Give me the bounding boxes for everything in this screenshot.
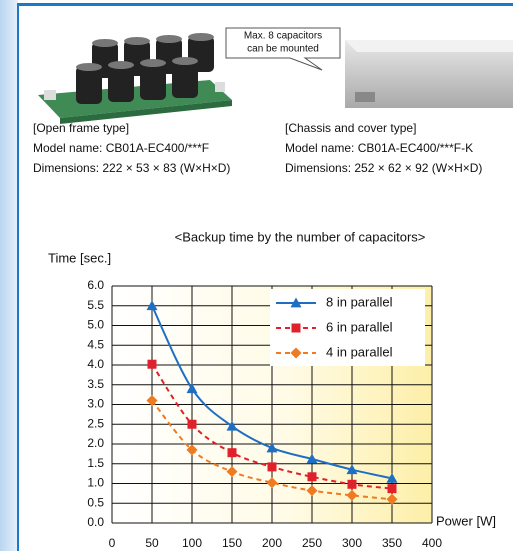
marker [307, 472, 317, 482]
callout-line: Max. 8 capacitors [244, 31, 322, 42]
marker [346, 489, 358, 501]
product-model: Model name: CB01A-EC400/***F-K [285, 141, 473, 155]
callout: Max. 8 capacitors can be mounted [225, 27, 341, 71]
open-frame-image [38, 33, 232, 124]
x-tick-label: 300 [342, 536, 362, 550]
x-tick-label: 150 [222, 536, 242, 550]
x-tick-label: 350 [382, 536, 402, 550]
legend-label: 4 in parallel [326, 344, 393, 359]
legend-label: 8 in parallel [326, 294, 393, 309]
x-tick-label: 50 [145, 536, 159, 550]
marker [387, 484, 397, 494]
marker [226, 466, 238, 478]
y-tick-label: 5.0 [87, 318, 104, 332]
marker [186, 444, 198, 456]
marker [290, 347, 302, 359]
top-border [18, 3, 513, 6]
product-model: Model name: CB01A-EC400/***F [33, 141, 209, 155]
marker [386, 472, 398, 483]
product-type: [Chassis and cover type] [285, 121, 416, 135]
chart-title: <Backup time by the number of capacitors… [175, 229, 426, 244]
y-tick-label: 1.0 [87, 476, 104, 490]
marker [226, 420, 238, 431]
marker [386, 493, 398, 505]
product-dimensions: Dimensions: 222 × 53 × 83 (W×H×D) [33, 161, 230, 175]
x-tick-label: 400 [422, 536, 442, 550]
y-tick-label: 2.0 [87, 436, 104, 450]
marker [187, 419, 197, 429]
marker [306, 453, 318, 464]
y-tick-label: 1.5 [87, 456, 104, 470]
marker [266, 477, 278, 489]
product-dimensions: Dimensions: 252 × 62 × 92 (W×H×D) [285, 161, 482, 175]
side-frame [0, 0, 18, 551]
y-tick-label: 4.0 [87, 357, 104, 371]
y-tick-label: 0.0 [87, 515, 104, 529]
callout-line: can be mounted [247, 44, 319, 55]
y-tick-label: 2.5 [87, 416, 104, 430]
x-axis-label: Power [W] [436, 513, 496, 528]
marker [146, 300, 158, 311]
chassis-image [345, 40, 513, 108]
marker [227, 448, 237, 458]
y-tick-label: 3.5 [87, 377, 104, 391]
legend-label: 6 in parallel [326, 319, 393, 334]
y-axis-label: Time [sec.] [48, 250, 111, 265]
y-tick-label: 6.0 [87, 278, 104, 292]
marker [290, 297, 302, 308]
side-border [17, 3, 19, 551]
marker [306, 485, 318, 497]
x-tick-label: 0 [109, 536, 116, 550]
x-tick-label: 250 [302, 536, 322, 550]
x-tick-label: 200 [262, 536, 282, 550]
marker [291, 323, 301, 333]
marker [146, 395, 158, 407]
y-tick-label: 5.5 [87, 298, 104, 312]
marker [186, 383, 198, 394]
x-tick-label: 100 [182, 536, 202, 550]
marker [147, 359, 157, 369]
marker [347, 479, 357, 489]
y-tick-label: 4.5 [87, 337, 104, 351]
marker [267, 462, 277, 472]
marker [346, 464, 358, 475]
y-tick-label: 3.0 [87, 397, 104, 411]
product-type: [Open frame type] [33, 121, 129, 135]
y-tick-label: 0.5 [87, 495, 104, 509]
marker [266, 442, 278, 453]
